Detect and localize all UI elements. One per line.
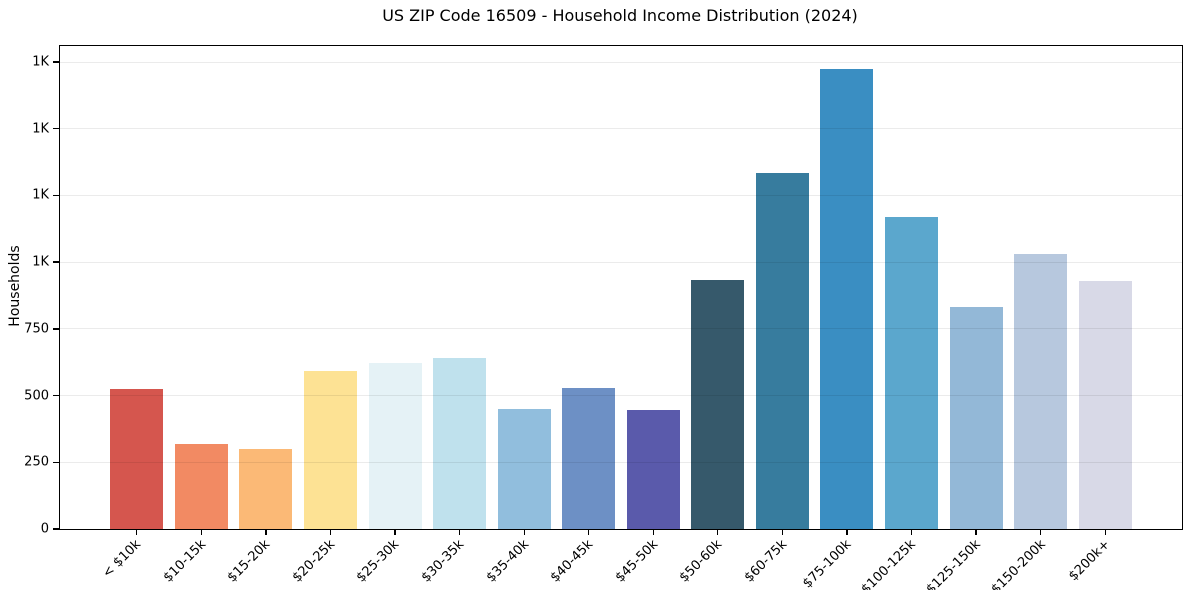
y-tick-label: 1K <box>32 187 49 203</box>
x-axis-tick <box>1039 529 1042 535</box>
x-tick-label: < $10k <box>100 537 145 582</box>
x-axis-tick <box>1104 529 1106 535</box>
y-axis-tick <box>53 394 59 397</box>
x-tick-label: $100-125k <box>858 537 920 590</box>
bar <box>497 408 551 529</box>
y-tick-label: 1K <box>32 254 49 270</box>
x-axis-tick <box>523 529 525 535</box>
y-axis-tick <box>53 328 59 330</box>
y-axis-tick <box>53 528 59 530</box>
gridline <box>60 461 1182 463</box>
x-axis-tick <box>910 529 913 535</box>
bar <box>239 448 293 529</box>
x-axis-tick <box>781 529 784 535</box>
gridline <box>60 128 1182 130</box>
x-tick-label: $60-75k <box>741 537 791 586</box>
gridline <box>60 395 1182 397</box>
x-tick-label: $50-60k <box>676 537 726 586</box>
bar <box>1014 253 1068 529</box>
x-axis-tick <box>329 529 332 535</box>
bar <box>691 280 745 529</box>
bar <box>110 388 164 529</box>
x-axis-tick <box>846 529 848 535</box>
gridline <box>60 328 1182 330</box>
y-axis-tick <box>53 261 59 263</box>
x-axis-tick <box>588 529 590 535</box>
x-axis-tick <box>975 529 977 535</box>
y-tick-label: 250 <box>24 454 49 470</box>
bar <box>368 363 422 529</box>
x-axis-tick <box>717 529 719 535</box>
plot-area: < $10k $10-15k $15-20k $20-25k $25-30k $30-35… <box>24 45 1183 590</box>
x-axis-tick <box>200 529 203 535</box>
y-tick-label: 0 <box>40 521 49 537</box>
y-axis-label: Households <box>7 245 23 327</box>
x-tick-label: $30-35k <box>418 537 468 586</box>
y-axis-tick <box>53 461 59 463</box>
x-tick-label: $45-50k <box>612 537 661 586</box>
x-tick-label: $200k+ <box>1065 537 1113 585</box>
x-tick-label: $15-20k <box>225 537 274 586</box>
bar <box>562 388 616 529</box>
x-axis-tick <box>136 529 138 535</box>
x-axis-tick <box>652 529 654 535</box>
bar <box>885 217 938 529</box>
x-tick-label: $40-45k <box>547 537 597 586</box>
x-tick-label: $10-15k <box>160 537 209 586</box>
x-tick-label: $35-40k <box>483 537 532 586</box>
bar <box>626 410 680 529</box>
y-tick-label: 500 <box>24 388 49 404</box>
y-tick-label: 1K <box>32 121 49 137</box>
y-axis-tick <box>53 194 59 197</box>
x-axis-tick <box>458 529 461 535</box>
y-tick-label: 750 <box>24 321 49 337</box>
gridline <box>60 194 1182 196</box>
x-tick-label: $25-30k <box>354 537 403 586</box>
gridline <box>60 61 1182 63</box>
bar <box>174 444 228 529</box>
y-axis-tick <box>53 61 59 63</box>
bar <box>1078 280 1132 529</box>
bar <box>949 306 1003 529</box>
x-tick-label: $125-150k <box>923 537 984 590</box>
bar <box>304 371 357 529</box>
x-axis-tick <box>265 529 267 535</box>
bar <box>820 68 874 529</box>
x-axis-tick <box>394 529 396 535</box>
y-axis-tick <box>53 128 59 130</box>
y-tick-label: 1K <box>32 54 49 70</box>
chart-title: US ZIP Code 16509 - Household Income Dis… <box>382 6 858 25</box>
x-tick-label: $20-25k <box>289 537 339 586</box>
gridline <box>60 261 1182 263</box>
x-tick-label: $75-100k <box>800 537 855 590</box>
bar <box>433 357 487 529</box>
bar <box>755 173 809 529</box>
x-tick-label: $150-200k <box>988 537 1049 590</box>
